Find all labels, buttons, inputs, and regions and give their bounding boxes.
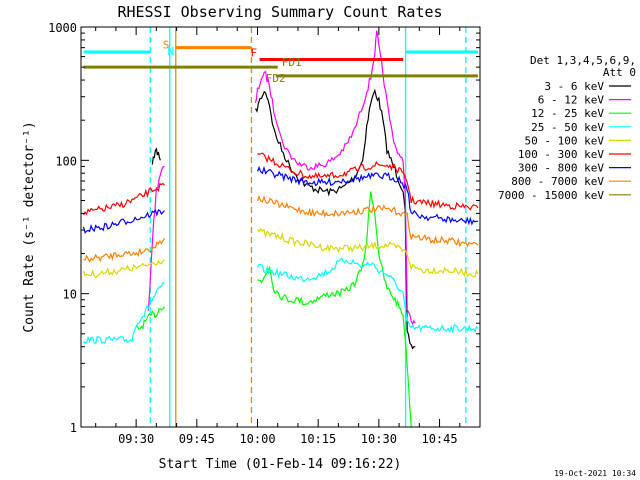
data-layer: [82, 27, 479, 427]
legend-header: Det 1,3,4,5,6,9,: [530, 54, 636, 67]
y-tick-label: 100: [55, 154, 77, 168]
series-line-11: [257, 152, 479, 211]
y-tick-label: 1000: [48, 21, 77, 35]
legend-entry-label: 25 - 50 keV: [531, 121, 604, 134]
flag-label-fd1: FD1: [282, 56, 302, 69]
x-tick-label: 09:30: [118, 432, 154, 446]
legend-entry-label: 7000 - 15000 keV: [498, 189, 604, 202]
series-line-2: [147, 165, 165, 311]
series-line-7: [256, 257, 479, 335]
x-tick-label: 10:45: [421, 432, 457, 446]
series-line-12: [82, 208, 165, 234]
series-line-10: [82, 182, 165, 216]
x-tick-label: 10:00: [239, 432, 275, 446]
series-line-15: [256, 194, 479, 248]
legend-entry-label: 100 - 300 keV: [518, 148, 604, 161]
x-tick-label: 09:45: [179, 432, 215, 446]
y-axis-label: Count Rate (s⁻¹ detector⁻¹): [22, 121, 37, 332]
y-tick-label: 1: [70, 421, 77, 435]
legend-header: Att 0: [603, 66, 636, 79]
series-line-4: [135, 306, 165, 331]
plot-frame: [80, 26, 481, 428]
series-line-0: [254, 88, 416, 350]
legend-entry-label: 300 - 800 keV: [518, 162, 604, 175]
legend-entry-label: 3 - 6 keV: [544, 80, 604, 93]
series-line-8: [82, 259, 165, 279]
flag-label-n: N: [168, 45, 175, 58]
flag-label-fd2: FD2: [266, 72, 286, 85]
series-line-14: [83, 237, 166, 264]
flag-label-f: F: [251, 47, 258, 60]
series-line-6: [83, 281, 165, 344]
x-tick-label: 10:15: [300, 432, 336, 446]
timestamp: 19-Oct-2021 10:34: [554, 469, 636, 478]
legend-entry-label: 12 - 25 keV: [531, 107, 604, 120]
series-line-5: [257, 191, 416, 427]
series-line-1: [151, 147, 161, 165]
series-line-3: [254, 30, 416, 326]
legend-entry-label: 800 - 7000 keV: [511, 175, 604, 188]
flag-label-s: S: [163, 39, 170, 52]
series-line-9: [257, 227, 479, 278]
chart-title: RHESSI Observing Summary Count Rates: [117, 3, 442, 21]
legend-entry-label: 6 - 12 keV: [538, 94, 605, 107]
y-tick-label: 10: [63, 288, 77, 302]
plot-area: SN F FD1 FD2 09:30 09:45 10:00 10:15 10:30 10:45 1…: [48, 21, 481, 446]
x-axis-label: Start Time (01-Feb-14 09:16:22): [159, 457, 402, 472]
legend-entry-label: 50 - 100 keV: [525, 134, 605, 147]
x-tick-label: 10:30: [361, 432, 397, 446]
series-line-13: [256, 165, 479, 226]
